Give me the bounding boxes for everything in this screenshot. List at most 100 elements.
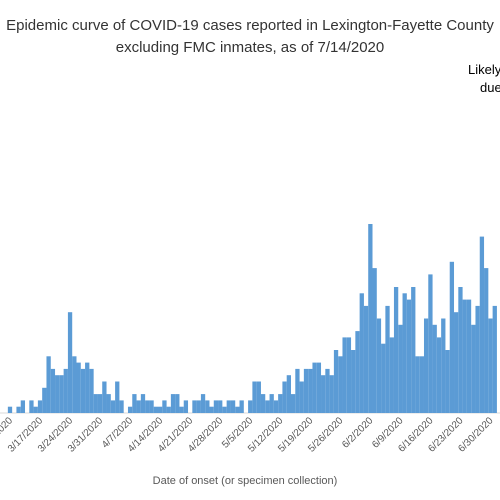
bar — [42, 387, 47, 413]
annotation: Likely — [468, 62, 500, 77]
bar — [196, 400, 201, 413]
bar — [269, 394, 274, 413]
bar — [346, 337, 352, 413]
bar — [226, 400, 231, 413]
bar — [183, 400, 189, 413]
bar — [393, 287, 399, 413]
bar — [273, 400, 279, 413]
bar — [7, 406, 13, 413]
bar — [381, 343, 386, 413]
bar — [265, 400, 270, 413]
bar — [192, 400, 197, 413]
bar — [218, 400, 223, 413]
bar — [136, 400, 141, 413]
bar — [415, 356, 420, 413]
bar — [351, 350, 356, 413]
bar — [59, 375, 64, 413]
bar — [312, 362, 317, 413]
bar — [106, 394, 111, 413]
bar — [127, 406, 133, 413]
bar — [449, 261, 455, 413]
bar — [55, 375, 60, 413]
bar — [372, 268, 377, 413]
bar — [278, 394, 283, 413]
bar — [466, 299, 472, 413]
bar — [115, 381, 120, 413]
bar — [235, 406, 240, 413]
bar — [76, 362, 81, 413]
bar — [200, 394, 206, 413]
bar — [110, 400, 116, 413]
bar — [432, 324, 437, 413]
bar — [338, 356, 343, 413]
bar — [488, 318, 493, 413]
bar — [454, 312, 459, 413]
x-axis-title: Date of onset (or specimen collection) — [153, 475, 338, 487]
bar — [398, 324, 403, 413]
bar — [209, 406, 214, 413]
bar — [119, 400, 124, 413]
bar — [222, 406, 227, 413]
bar — [333, 350, 339, 413]
bar — [205, 400, 210, 413]
chart-subtitle: excluding FMC inmates, as of 7/14/2020 — [116, 39, 384, 56]
bar — [321, 375, 326, 413]
bar — [239, 400, 244, 413]
bar — [89, 368, 94, 413]
bar — [325, 368, 330, 413]
bar — [445, 350, 450, 413]
bar — [93, 394, 98, 413]
bar — [80, 368, 86, 413]
bar — [295, 368, 300, 413]
bar — [462, 299, 467, 413]
bar — [145, 400, 150, 413]
bar — [479, 236, 485, 413]
bar — [29, 400, 34, 413]
bar — [102, 381, 107, 413]
bar — [411, 287, 416, 413]
bar — [170, 394, 176, 413]
bar — [436, 337, 442, 413]
bar — [282, 381, 287, 413]
bar — [153, 406, 159, 413]
bar — [389, 337, 394, 413]
bar — [441, 318, 446, 413]
bar — [316, 362, 322, 413]
bar — [248, 400, 253, 413]
bar — [368, 224, 373, 413]
bar — [428, 274, 433, 413]
bar — [162, 400, 167, 413]
annotation: due — [480, 80, 500, 95]
bar — [179, 406, 184, 413]
bar — [329, 375, 334, 413]
bar — [63, 368, 68, 413]
bar — [149, 400, 154, 413]
bar — [140, 394, 146, 413]
bar — [363, 305, 369, 413]
bar — [50, 368, 56, 413]
bar — [286, 375, 291, 413]
bar — [492, 305, 497, 413]
bar — [158, 406, 163, 413]
bar — [402, 293, 407, 413]
bar — [308, 368, 313, 413]
bar — [166, 406, 171, 413]
bar — [355, 331, 360, 413]
bar — [385, 305, 390, 413]
bar — [97, 394, 103, 413]
bar — [484, 268, 489, 413]
bar — [475, 305, 480, 413]
bar — [406, 299, 412, 413]
bar — [175, 394, 180, 413]
bar — [458, 287, 463, 413]
bar — [303, 368, 309, 413]
bar — [16, 406, 21, 413]
bar — [20, 400, 26, 413]
x-tick-label: 6/2/2020 — [340, 415, 376, 451]
bar — [376, 318, 382, 413]
bar — [213, 400, 219, 413]
bar — [256, 381, 261, 413]
bar — [37, 400, 43, 413]
